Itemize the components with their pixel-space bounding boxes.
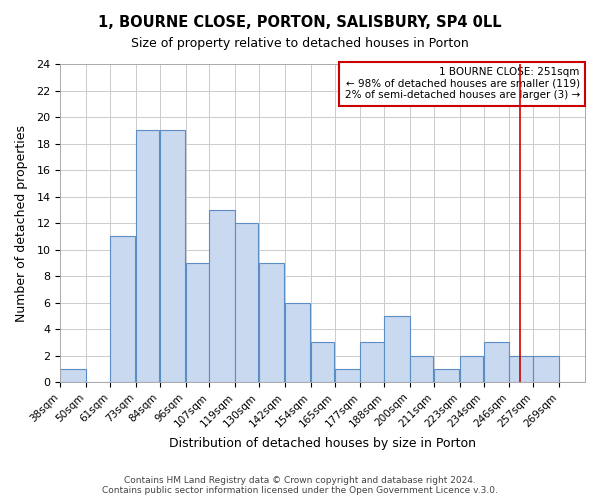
Bar: [361, 342, 384, 382]
Text: 1, BOURNE CLOSE, PORTON, SALISBURY, SP4 0LL: 1, BOURNE CLOSE, PORTON, SALISBURY, SP4 …: [98, 15, 502, 30]
Bar: [509, 356, 533, 382]
Bar: [533, 356, 559, 382]
Bar: [410, 356, 433, 382]
Bar: [136, 130, 159, 382]
Bar: [311, 342, 334, 382]
Bar: [434, 369, 459, 382]
Y-axis label: Number of detached properties: Number of detached properties: [15, 124, 28, 322]
Bar: [209, 210, 235, 382]
Bar: [460, 356, 483, 382]
Bar: [235, 223, 259, 382]
Text: Contains HM Land Registry data © Crown copyright and database right 2024.
Contai: Contains HM Land Registry data © Crown c…: [102, 476, 498, 495]
Bar: [335, 369, 360, 382]
Bar: [259, 263, 284, 382]
Text: Size of property relative to detached houses in Porton: Size of property relative to detached ho…: [131, 38, 469, 51]
Bar: [285, 302, 310, 382]
Bar: [384, 316, 410, 382]
X-axis label: Distribution of detached houses by size in Porton: Distribution of detached houses by size …: [169, 437, 476, 450]
Bar: [484, 342, 509, 382]
Bar: [61, 369, 86, 382]
Bar: [110, 236, 136, 382]
Text: 1 BOURNE CLOSE: 251sqm
← 98% of detached houses are smaller (119)
2% of semi-det: 1 BOURNE CLOSE: 251sqm ← 98% of detached…: [344, 67, 580, 100]
Bar: [185, 263, 209, 382]
Bar: [160, 130, 185, 382]
